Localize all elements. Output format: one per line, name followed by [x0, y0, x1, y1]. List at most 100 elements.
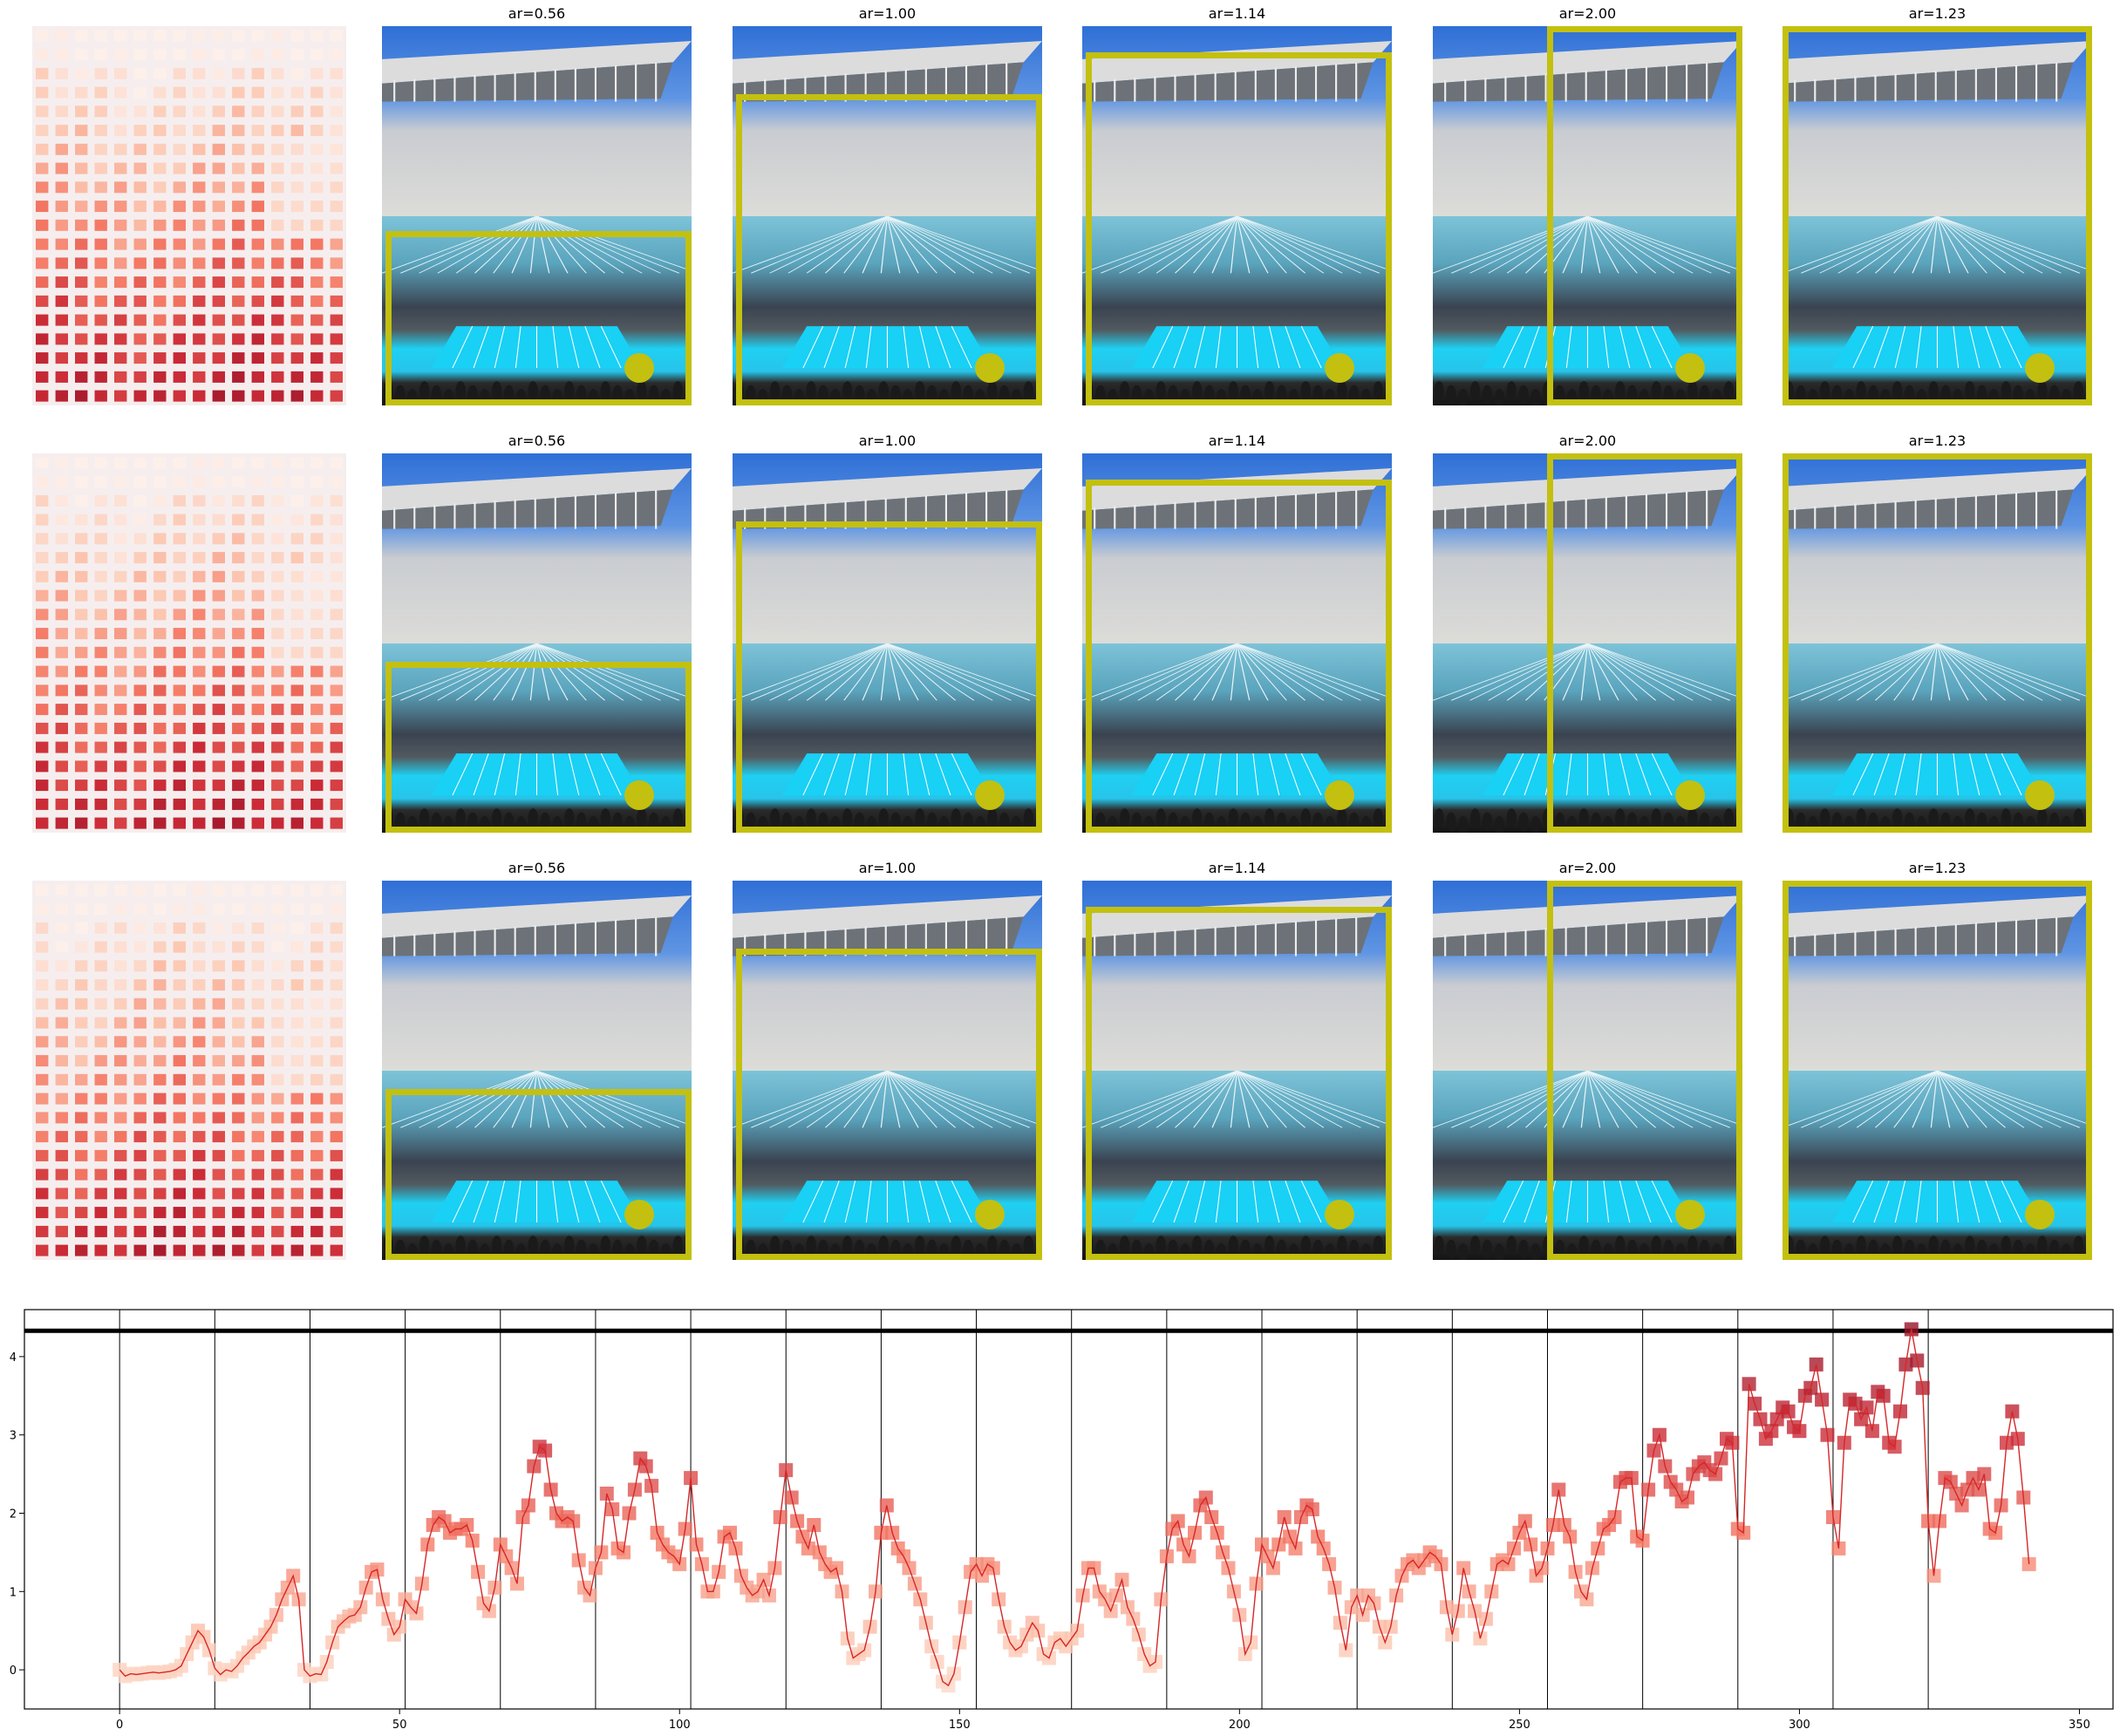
- aspect-ratio-title: ar=1.23: [1908, 5, 1967, 22]
- heatmap-cell: [133, 1112, 147, 1124]
- heatmap-cell: [114, 143, 127, 155]
- x-tick-label: 100: [669, 1719, 691, 1732]
- heatmap-cell: [114, 779, 127, 792]
- heatmap-cell: [232, 628, 245, 640]
- heatmap-cell: [55, 760, 68, 773]
- heatmap-cell: [310, 1225, 324, 1237]
- heatmap-cell: [133, 646, 147, 658]
- heatmap-cell: [310, 628, 324, 640]
- heatmap-cell: [55, 628, 68, 640]
- heatmap-cell: [36, 49, 49, 61]
- heatmap-cell: [251, 257, 264, 269]
- heatmap-cell: [55, 1112, 68, 1124]
- heatmap-cell: [271, 704, 284, 716]
- heatmap-cell: [153, 628, 167, 640]
- heatmap-cell: [212, 1055, 225, 1067]
- heatmap-cell: [251, 760, 264, 773]
- heatmap-cell: [271, 1225, 284, 1237]
- heatmap-cell: [114, 238, 127, 250]
- heatmap-cell: [251, 646, 264, 658]
- heatmap-cell: [75, 67, 88, 79]
- heatmap-cell: [330, 1036, 343, 1048]
- stadium-image-panel: [733, 26, 1042, 405]
- heatmap-cell: [153, 67, 167, 79]
- heatmap-cell: [290, 1131, 303, 1143]
- heatmap-cell: [173, 371, 186, 383]
- heatmap-cell: [212, 276, 225, 289]
- heatmap-cell: [36, 922, 49, 934]
- heatmap-cell: [173, 704, 186, 716]
- heatmap-cell: [212, 476, 225, 488]
- heatmap-cell: [193, 494, 206, 507]
- heatmap-cell: [94, 106, 107, 118]
- heatmap-cell: [251, 1188, 264, 1200]
- heatmap-cell: [133, 1131, 147, 1143]
- stadium-image-panel: [733, 881, 1042, 1260]
- heatmap-cell: [94, 704, 107, 716]
- heatmap-cell: [212, 390, 225, 402]
- heatmap-cell: [271, 476, 284, 488]
- heatmap-cell: [36, 86, 49, 99]
- heatmap-cell: [330, 922, 343, 934]
- heatmap-cell: [251, 1017, 264, 1029]
- heatmap-cell: [251, 201, 264, 213]
- heatmap-cell: [75, 960, 88, 972]
- heatmap-cell: [290, 1168, 303, 1181]
- heatmap-cell: [55, 67, 68, 79]
- heatmap-cell: [114, 1131, 127, 1143]
- focus-point-marker: [1324, 352, 1354, 383]
- heatmap-cell: [271, 997, 284, 1010]
- heatmap-cell: [55, 684, 68, 697]
- heatmap-cell: [55, 143, 68, 155]
- focus-point-marker: [624, 352, 654, 383]
- heatmap-cell: [153, 86, 167, 99]
- heatmap-cell: [55, 1244, 68, 1256]
- heatmap-cell: [55, 314, 68, 326]
- heatmap-cell: [271, 979, 284, 991]
- heatmap-cell: [153, 941, 167, 953]
- crop-rectangle: [1547, 453, 1742, 833]
- heatmap-cell: [75, 257, 88, 269]
- heatmap-cell: [310, 219, 324, 231]
- heatmap-cell: [212, 922, 225, 934]
- heatmap-cell: [36, 390, 49, 402]
- heatmap-cell: [114, 922, 127, 934]
- score-line-chart: 0 50 100 150 200 250 300 350 0 1 2 3 4: [10, 1309, 2114, 1732]
- heatmap-cell: [173, 1093, 186, 1105]
- crop-rectangle: [735, 949, 1042, 1260]
- y-tick-label: 0: [10, 1665, 17, 1678]
- heatmap-cell: [55, 1149, 68, 1161]
- heatmap-cell: [94, 333, 107, 345]
- heatmap-cell: [193, 570, 206, 582]
- heatmap-cell: [330, 476, 343, 488]
- heatmap-cell: [153, 30, 167, 42]
- heatmap-cell: [251, 49, 264, 61]
- focus-point-marker: [1324, 779, 1354, 810]
- heatmap-cell: [36, 1149, 49, 1161]
- heatmap-cell: [212, 125, 225, 137]
- heatmap-cell: [173, 997, 186, 1010]
- heatmap-cell: [153, 201, 167, 213]
- heatmap-cell: [133, 979, 147, 991]
- heatmap-cell: [330, 219, 343, 231]
- heatmap-cell: [310, 1244, 324, 1256]
- heatmap-cell: [193, 238, 206, 250]
- heatmap-cell: [232, 201, 245, 213]
- heatmap-cell: [114, 1225, 127, 1237]
- heatmap-cell: [330, 589, 343, 602]
- crop-rectangle: [1783, 26, 2092, 405]
- heatmap-cell: [153, 1188, 167, 1200]
- heatmap-cell: [94, 219, 107, 231]
- pool-lanes: [1783, 1070, 2092, 1260]
- heatmap-cell: [153, 1207, 167, 1219]
- heatmap-cell: [271, 86, 284, 99]
- heatmap-cell: [75, 646, 88, 658]
- heatmap-cell: [153, 143, 167, 155]
- heatmap-cell: [212, 106, 225, 118]
- heatmap-cell: [114, 1073, 127, 1086]
- heatmap-cell: [133, 257, 147, 269]
- roof-structure: [1783, 468, 2092, 529]
- pool-lanes: [1433, 215, 1742, 405]
- heatmap-cell: [133, 181, 147, 194]
- heatmap-cell: [173, 779, 186, 792]
